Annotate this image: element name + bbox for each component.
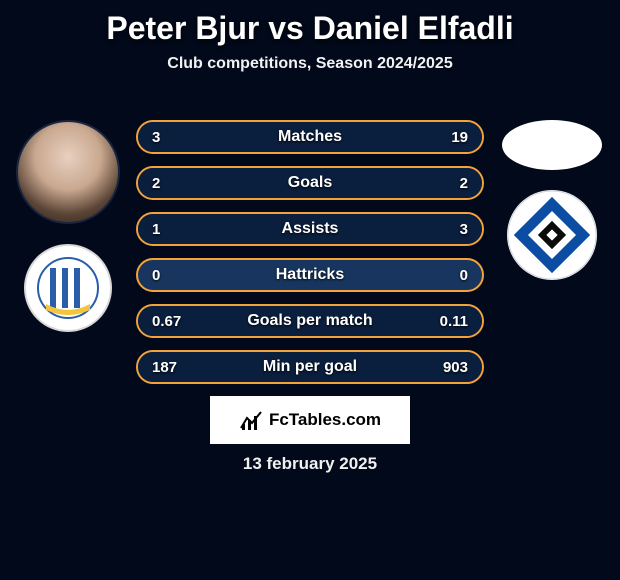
right-column <box>492 120 612 280</box>
efb-logo-icon <box>36 256 100 320</box>
stat-value-left: 0 <box>152 267 160 284</box>
stat-row: Goals2 2 <box>136 166 484 200</box>
player2-photo-placeholder <box>502 120 602 170</box>
stat-value-left: 1 <box>152 221 160 238</box>
player1-name: Peter Bjur <box>106 10 259 46</box>
player2-name: Daniel Elfadli <box>313 10 514 46</box>
stat-value-right: 0 <box>460 267 468 284</box>
branding-badge: FcTables.com <box>210 396 410 444</box>
stat-row: Hattricks0 0 <box>136 258 484 292</box>
page-title: Peter Bjur vs Daniel Elfadli <box>0 0 620 47</box>
stat-label: Goals per match <box>138 312 482 330</box>
player1-photo <box>16 120 120 224</box>
stat-label: Hattricks <box>138 266 482 284</box>
stat-label: Goals <box>138 174 482 192</box>
branding-text: FcTables.com <box>269 410 381 430</box>
player1-club-badge <box>24 244 112 332</box>
stat-label: Matches <box>138 128 482 146</box>
stat-value-left: 3 <box>152 129 160 146</box>
stat-value-left: 0.67 <box>152 313 181 330</box>
hsv-logo-icon <box>507 190 597 280</box>
stat-value-left: 187 <box>152 359 177 376</box>
player2-club-badge <box>507 190 597 280</box>
stat-label: Assists <box>138 220 482 238</box>
stats-panel: Matches319Goals22Assists13Hattricks00Goa… <box>136 120 484 396</box>
subtitle: Club competitions, Season 2024/2025 <box>0 55 620 73</box>
vs-label: vs <box>268 10 304 46</box>
stat-row: Goals per match0.67 0.11 <box>136 304 484 338</box>
date-label: 13 february 2025 <box>0 454 620 474</box>
stat-value-right: 2 <box>460 175 468 192</box>
stat-value-left: 2 <box>152 175 160 192</box>
stat-row: Matches3 19 <box>136 120 484 154</box>
stat-value-right: 3 <box>460 221 468 238</box>
stat-row: Assists1 3 <box>136 212 484 246</box>
stat-label: Min per goal <box>138 358 482 376</box>
stat-value-right: 19 <box>451 129 468 146</box>
stat-value-right: 903 <box>443 359 468 376</box>
stat-row: Min per goal187 903 <box>136 350 484 384</box>
left-column <box>8 120 128 332</box>
stat-value-right: 0.11 <box>440 313 468 330</box>
chart-icon <box>239 408 263 432</box>
